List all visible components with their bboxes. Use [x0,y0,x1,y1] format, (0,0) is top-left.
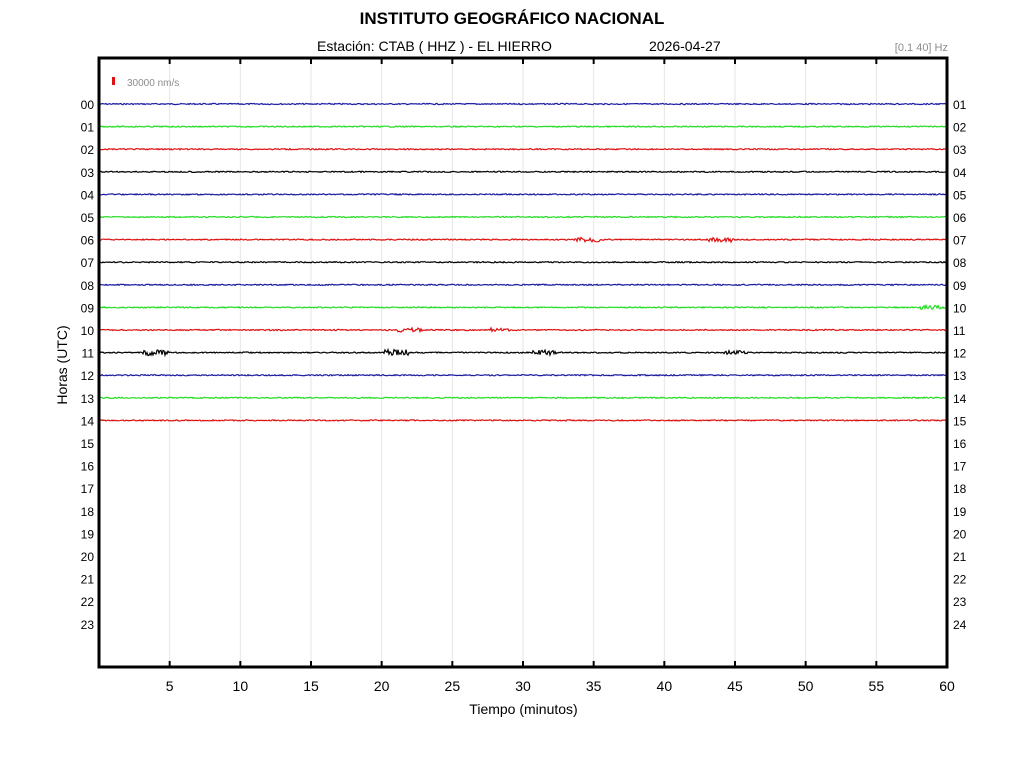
date-label: 2026-04-27 [649,38,721,54]
trace-hour-00 [99,102,948,106]
axis-ticks [168,58,948,667]
hour-label-right: 14 [953,392,967,406]
hour-label-right: 16 [953,437,967,451]
hour-label-right: 11 [953,324,966,338]
hour-label-right: 13 [953,369,967,383]
hour-label-right: 21 [953,550,967,564]
trace-hour-04 [98,192,948,196]
x-tick-label: 45 [727,678,743,694]
hour-label-left: 12 [81,369,95,383]
trace-hour-01 [98,125,948,129]
trace-hour-09 [98,303,948,311]
hour-label-left: 16 [81,460,95,474]
hour-label-left: 10 [81,324,95,338]
hour-label-right: 23 [953,595,967,609]
hour-label-left: 20 [81,550,95,564]
hour-label-right: 08 [953,256,967,270]
hour-label-right: 24 [953,618,967,632]
hour-label-left: 21 [81,573,95,587]
trace-hour-02 [98,147,948,151]
station-label: Estación: CTAB ( HHZ ) - EL HIERRO [317,38,552,54]
hour-label-right: 20 [953,527,967,541]
trace-hour-10 [98,326,948,334]
hour-label-left: 13 [81,392,95,406]
hour-label-right: 15 [953,414,967,428]
trace-hour-12 [98,373,947,377]
x-tick-label: 10 [233,678,249,694]
hour-label-right: 02 [953,121,967,135]
amplitude-scale: 30000 nm/s [112,77,179,89]
hour-label-left: 06 [81,234,95,248]
hour-label-right: 22 [953,573,967,587]
scale-bar [112,77,115,85]
axis-labels: 5 10 15 20 25 30 35 40 45 50 55 60 00 01 02 03 04 05 06 07 0… [81,98,967,694]
hour-label-right: 07 [953,234,967,248]
scale-label: 30000 nm/s [127,78,179,89]
x-tick-label: 35 [586,678,602,694]
hour-label-left: 08 [81,279,95,293]
hour-label-left: 01 [81,121,95,135]
hour-label-right: 18 [953,482,967,496]
trace-hour-03 [99,170,948,174]
x-tick-label: 25 [445,678,461,694]
hour-label-right: 06 [953,211,967,225]
trace-hour-13 [98,396,948,400]
hour-label-right: 10 [953,301,967,315]
hour-label-left: 17 [81,482,95,496]
hour-label-right: 09 [953,279,967,293]
x-axis-label: Tiempo (minutos) [469,701,578,717]
hour-label-left: 23 [81,618,95,632]
hour-label-left: 00 [81,98,95,112]
hour-label-left: 18 [81,505,95,519]
filter-band-label: [0.1 40] Hz [894,42,948,54]
hour-label-right: 03 [953,143,967,157]
hour-label-right: 04 [953,166,967,180]
hour-label-left: 15 [81,437,95,451]
x-tick-label: 15 [303,678,319,694]
x-tick-label: 55 [869,678,885,694]
hour-label-left: 04 [81,188,95,202]
x-tick-label: 60 [939,678,955,694]
x-tick-label: 5 [166,678,174,694]
x-tick-label: 20 [374,678,390,694]
hour-label-left: 22 [81,595,95,609]
hour-label-right: 12 [953,347,967,361]
hour-label-left: 07 [81,256,95,270]
x-tick-label: 40 [657,678,673,694]
hour-label-left: 05 [81,211,95,225]
hour-label-left: 02 [81,143,95,157]
trace-hour-07 [98,260,948,264]
hour-label-right: 19 [953,505,967,519]
hour-label-left: 03 [81,166,95,180]
chart-title: INSTITUTO GEOGRÁFICO NACIONAL [359,9,665,28]
trace-hour-11 [98,347,948,358]
x-tick-label: 50 [798,678,814,694]
seismic-traces [98,102,948,422]
trace-hour-14 [99,418,948,422]
trace-hour-06 [98,236,948,244]
trace-hour-08 [98,283,948,287]
hour-label-right: 01 [953,98,967,112]
x-tick-label: 30 [515,678,531,694]
trace-hour-05 [98,215,948,219]
grid-lines [169,58,877,667]
hour-label-left: 14 [81,414,95,428]
hour-label-left: 19 [81,527,95,541]
hour-label-right: 05 [953,188,967,202]
hour-label-right: 17 [953,460,967,474]
hour-label-left: 11 [82,347,95,361]
hour-label-left: 09 [81,301,95,315]
